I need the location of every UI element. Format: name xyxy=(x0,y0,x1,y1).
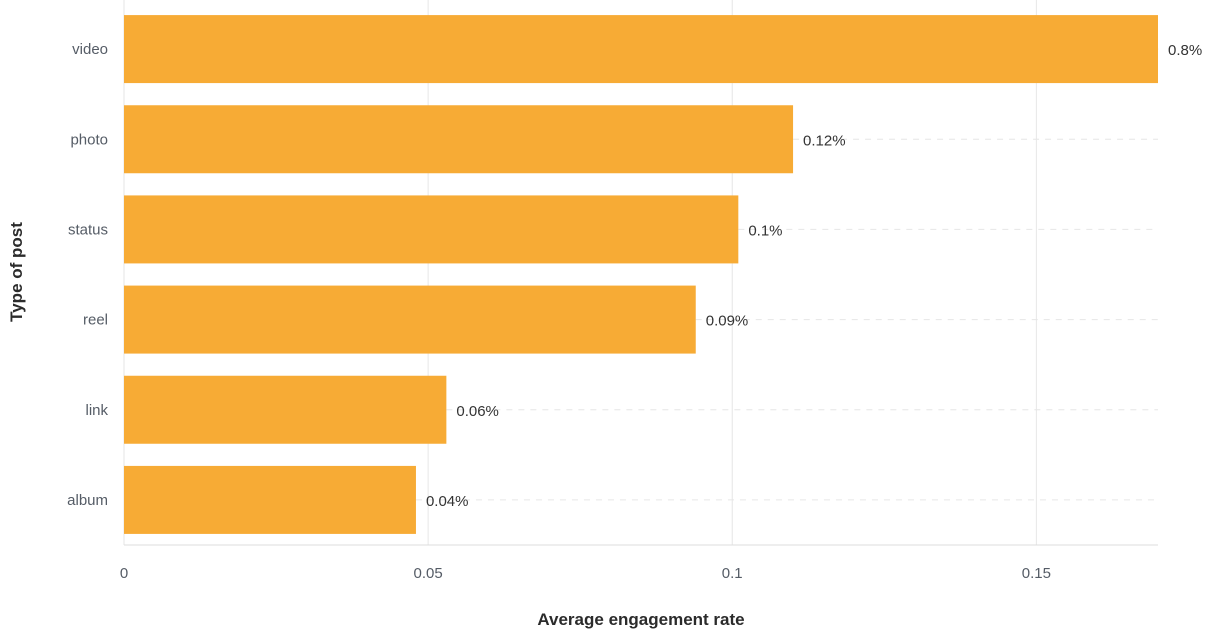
category-label-album: album xyxy=(67,492,108,509)
data-labels: 0.8% 0.12% 0.1% 0.09% 0.06% 0.04% xyxy=(426,42,1202,510)
x-tick-label: 0.15 xyxy=(1022,565,1051,582)
category-label-status: status xyxy=(68,221,108,238)
data-label-album: 0.04% xyxy=(426,493,469,510)
bar-link xyxy=(124,375,447,444)
bars xyxy=(124,15,1158,534)
data-label-status: 0.1% xyxy=(748,222,782,239)
bar-album xyxy=(124,465,416,534)
data-label-link: 0.06% xyxy=(456,403,499,420)
category-label-photo: photo xyxy=(70,131,108,148)
category-label-video: video xyxy=(72,41,108,58)
x-tick-label: 0.1 xyxy=(722,565,743,582)
category-label-reel: reel xyxy=(83,312,108,329)
x-axis-title: Average engagement rate xyxy=(537,610,744,629)
data-label-photo: 0.12% xyxy=(803,132,846,149)
y-axis-categories: video photo status reel link album xyxy=(67,41,108,509)
y-axis-title: Type of post xyxy=(7,222,26,322)
category-label-link: link xyxy=(85,402,108,419)
data-label-video: 0.8% xyxy=(1168,42,1202,59)
x-tick-label: 0.05 xyxy=(414,565,443,582)
x-axis-ticks: 0 0.05 0.1 0.15 xyxy=(120,565,1051,582)
bar-reel xyxy=(124,285,696,354)
x-tick-label: 0 xyxy=(120,565,128,582)
data-label-reel: 0.09% xyxy=(706,313,749,330)
bar-photo xyxy=(124,105,794,174)
grid xyxy=(123,0,1158,546)
bar-status xyxy=(124,195,739,264)
bar-video xyxy=(124,15,1158,84)
